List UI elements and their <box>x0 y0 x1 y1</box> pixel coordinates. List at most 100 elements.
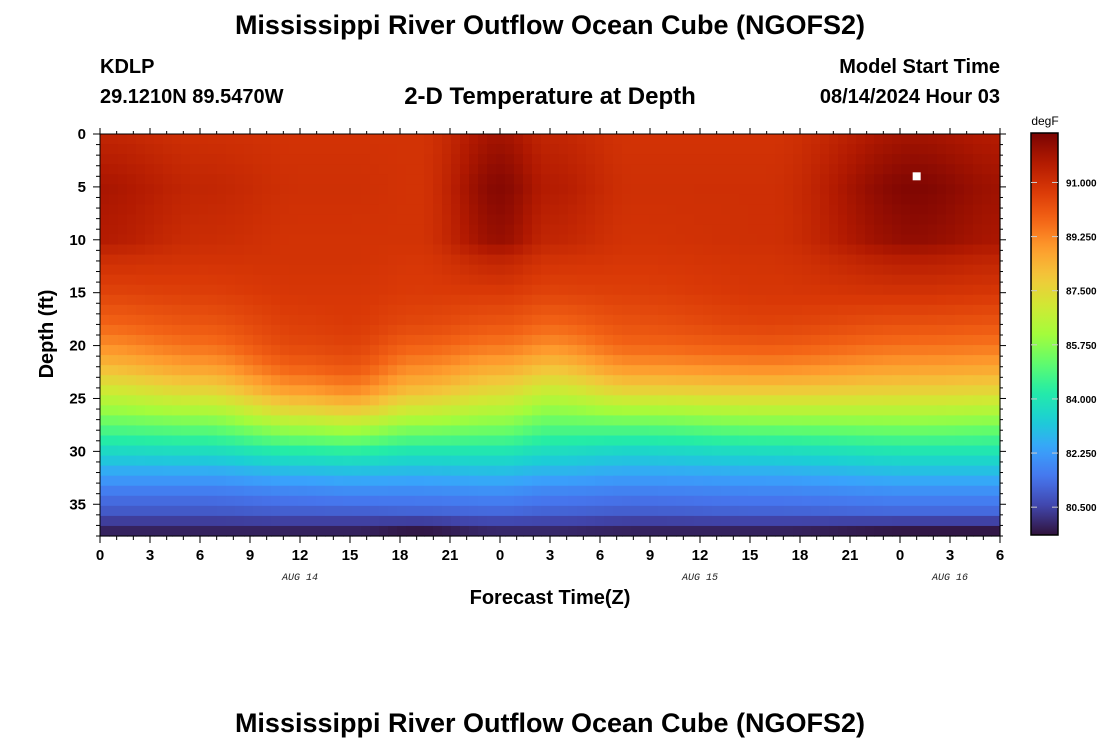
heatmap-cell <box>469 525 479 537</box>
heatmap-cell <box>973 425 983 437</box>
heatmap-cell <box>190 395 200 406</box>
heatmap-cell <box>424 294 434 306</box>
heatmap-cell <box>874 204 884 215</box>
heatmap-cell <box>280 425 290 437</box>
heatmap-cell <box>298 415 308 427</box>
heatmap-cell <box>514 525 524 537</box>
heatmap-cell <box>685 164 695 175</box>
heatmap-cell <box>631 435 641 447</box>
heatmap-cell <box>100 485 110 497</box>
heatmap-cell <box>451 174 461 185</box>
heatmap-cell <box>838 465 848 477</box>
heatmap-cell <box>352 455 362 467</box>
heatmap-cell <box>622 204 632 215</box>
heatmap-cell <box>802 525 812 537</box>
heatmap-cell <box>523 385 533 396</box>
heatmap-cell <box>595 455 605 467</box>
heatmap-cell <box>775 204 785 215</box>
heatmap-cell <box>946 214 956 226</box>
heatmap-cell <box>433 164 443 175</box>
heatmap-cell <box>982 385 992 396</box>
heatmap-cell <box>442 455 452 467</box>
heatmap-cell <box>352 184 362 195</box>
heatmap-cell <box>721 475 731 487</box>
heatmap-cell <box>721 194 731 205</box>
heatmap-cell <box>235 465 245 477</box>
heatmap-cell <box>577 435 587 447</box>
heatmap-cell <box>451 445 461 457</box>
heatmap-cell <box>100 314 110 326</box>
heatmap-cell <box>811 515 821 527</box>
heatmap-cell <box>469 214 479 226</box>
heatmap-cell <box>982 154 992 165</box>
heatmap-cell <box>865 385 875 396</box>
heatmap-cell <box>595 294 605 306</box>
heatmap-cell <box>550 385 560 396</box>
heatmap-cell <box>316 405 326 416</box>
heatmap-cell <box>892 284 902 296</box>
heatmap-cell <box>451 204 461 215</box>
heatmap-cell <box>271 194 281 205</box>
heatmap-cell <box>991 395 1001 406</box>
heatmap-cell <box>559 365 569 376</box>
heatmap-cell <box>910 284 920 296</box>
heatmap-cell <box>262 264 272 276</box>
heatmap-cell <box>406 455 416 467</box>
heatmap-cell <box>343 324 353 336</box>
heatmap-cell <box>730 415 740 427</box>
heatmap-cell <box>604 375 614 386</box>
heatmap-cell <box>127 495 137 507</box>
heatmap-cell <box>622 284 632 296</box>
heatmap-cell <box>217 415 227 427</box>
heatmap-cell <box>703 515 713 527</box>
heatmap-cell <box>973 314 983 326</box>
heatmap-cell <box>712 505 722 517</box>
heatmap-cell <box>964 405 974 416</box>
heatmap-cell <box>937 405 947 416</box>
heatmap-cell <box>676 455 686 467</box>
heatmap-cell <box>784 134 794 145</box>
x-tick-label: 12 <box>292 547 309 564</box>
heatmap-cell <box>649 505 659 517</box>
heatmap-cell <box>505 455 515 467</box>
heatmap-cell <box>541 485 551 497</box>
heatmap-cell <box>901 324 911 336</box>
heatmap-cell <box>190 425 200 437</box>
heatmap-cell <box>379 204 389 215</box>
heatmap-cell <box>442 234 452 246</box>
heatmap-cell <box>136 475 146 487</box>
heatmap-cell <box>748 274 758 286</box>
heatmap-cell <box>874 134 884 145</box>
heatmap-cell <box>901 475 911 487</box>
heatmap-cell <box>496 274 506 286</box>
heatmap-cell <box>154 244 164 256</box>
heatmap-cell <box>100 324 110 336</box>
heatmap-cell <box>469 455 479 467</box>
heatmap-cell <box>640 174 650 185</box>
heatmap-cell <box>766 515 776 527</box>
x-tick-label: 3 <box>946 547 954 564</box>
heatmap-cell <box>145 355 155 366</box>
heatmap-cell <box>568 405 578 416</box>
heatmap-cell <box>640 375 650 386</box>
heatmap-cell <box>478 385 488 396</box>
heatmap-cell <box>145 314 155 326</box>
heatmap-cell <box>640 455 650 467</box>
heatmap-cell <box>316 385 326 396</box>
heatmap-cell <box>406 324 416 336</box>
heatmap-cell <box>154 465 164 477</box>
heatmap-cell <box>730 244 740 256</box>
heatmap-cell <box>973 164 983 175</box>
heatmap-cell <box>136 324 146 336</box>
heatmap-cell <box>838 455 848 467</box>
heatmap-cell <box>937 144 947 155</box>
heatmap-cell <box>595 244 605 256</box>
heatmap-cell <box>865 214 875 226</box>
heatmap-cell <box>892 144 902 155</box>
heatmap-cell <box>937 475 947 487</box>
heatmap-cell <box>820 204 830 215</box>
heatmap-cell <box>955 164 965 175</box>
heatmap-cell <box>226 254 236 266</box>
heatmap-cell <box>685 214 695 226</box>
heatmap-cell <box>649 465 659 477</box>
